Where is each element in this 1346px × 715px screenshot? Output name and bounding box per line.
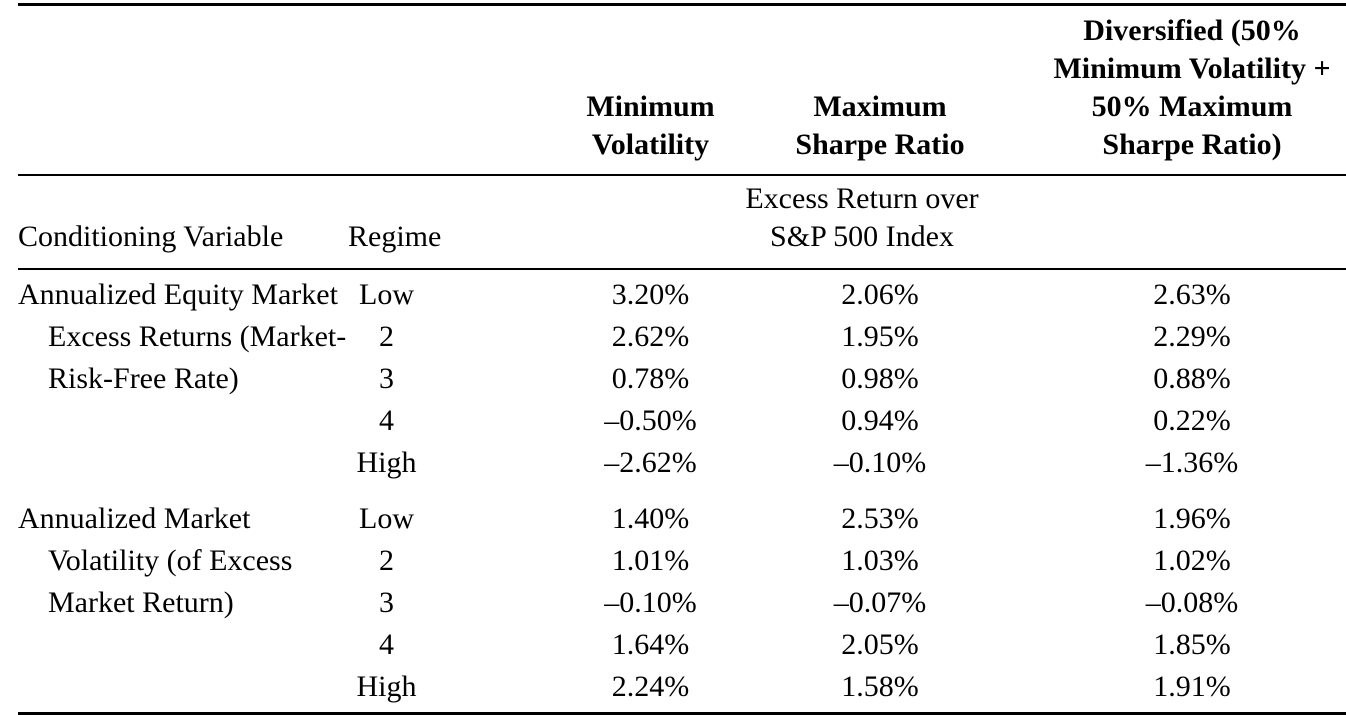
regime-cell: 4 — [379, 628, 394, 661]
diversified-value: 1.91% — [1153, 670, 1231, 703]
conditioning-variable-label: Annualized Equity Market Excess Returns … — [18, 278, 347, 395]
header-spacer-conditioning — [18, 4, 348, 176]
diversified-value: 0.22% — [1153, 404, 1231, 437]
table-row: 3 0.78% 0.98% 0.88% — [18, 358, 1346, 400]
regime-cell: Low — [359, 502, 414, 535]
table-row: Annualized Equity Market Excess Returns … — [18, 269, 1346, 395]
conditioning-variable-label: Annualized Market Volatility (of Excess … — [18, 502, 293, 619]
table-row: 2 1.01% 1.03% 1.02% — [18, 540, 1346, 582]
max-sharpe-value: 0.94% — [841, 404, 919, 437]
group-equity-excess-returns: Annualized Equity Market Excess Returns … — [18, 269, 1346, 484]
table-row: 2 2.62% 1.95% 2.29% — [18, 316, 1346, 358]
min-vol-value: 1.01% — [611, 544, 690, 577]
regime-cell: 2 — [379, 544, 394, 577]
table-row: High 2.24% 1.58% 1.91% — [18, 666, 1346, 714]
table-row: 4 –0.50% 0.94% 0.22% — [18, 400, 1346, 442]
diversified-value: 2.29% — [1153, 320, 1231, 353]
min-vol-value: –2.62% — [604, 446, 697, 479]
min-vol-value: –0.50% — [604, 404, 697, 437]
table-row: Annualized Market Volatility (of Excess … — [18, 484, 1346, 619]
regime-cell: Low — [359, 278, 414, 311]
min-vol-value: 2.62% — [611, 320, 690, 353]
min-vol-value: 1.64% — [611, 628, 690, 661]
subheader-row: Conditioning Variable Regime Excess Retu… — [18, 175, 1346, 270]
min-vol-value: –0.10% — [604, 586, 697, 619]
max-sharpe-value: 1.58% — [841, 670, 919, 703]
table-row: 4 1.64% 2.05% 1.85% — [18, 624, 1346, 666]
max-sharpe-value: –0.07% — [833, 586, 927, 619]
table-row: High –2.62% –0.10% –1.36% — [18, 442, 1346, 484]
portfolio-header-row: Minimum Volatility Maximum Sharpe Ratio … — [18, 4, 1346, 176]
diversified-value: 0.88% — [1153, 362, 1231, 395]
regime-cell: 2 — [379, 320, 394, 353]
header-diversified: Diversified (50% Minimum Volatility + 50… — [1008, 4, 1346, 176]
header-excess-return-span: Excess Return over S&P 500 Index — [453, 175, 1346, 270]
min-vol-value: 1.40% — [611, 502, 690, 535]
diversified-value: 1.96% — [1153, 502, 1231, 535]
regime-cell: 3 — [379, 362, 394, 395]
max-sharpe-value: 1.03% — [841, 544, 919, 577]
table-row: 3 –0.10% –0.07% –0.08% — [18, 582, 1346, 624]
diversified-value: 1.02% — [1153, 544, 1231, 577]
diversified-value: –1.36% — [1145, 446, 1239, 479]
min-vol-value: 3.20% — [611, 278, 690, 311]
max-sharpe-value: –0.10% — [833, 446, 927, 479]
max-sharpe-value: 1.95% — [841, 320, 919, 353]
max-sharpe-value: 2.05% — [841, 628, 919, 661]
max-sharpe-value: 2.06% — [841, 278, 919, 311]
diversified-value: 1.85% — [1153, 628, 1231, 661]
min-vol-value: 2.24% — [611, 670, 690, 703]
header-regime: Regime — [348, 175, 453, 270]
header-minimum-volatility: Minimum Volatility — [453, 4, 778, 176]
header-maximum-sharpe-ratio: Maximum Sharpe Ratio — [778, 4, 1008, 176]
header-spacer-regime — [348, 4, 453, 176]
diversified-value: 2.63% — [1153, 278, 1231, 311]
group-market-volatility: Annualized Market Volatility (of Excess … — [18, 484, 1346, 714]
max-sharpe-value: 0.98% — [841, 362, 919, 395]
regime-cell: 3 — [379, 586, 394, 619]
min-vol-value: 0.78% — [611, 362, 690, 395]
max-sharpe-value: 2.53% — [841, 502, 919, 535]
regime-cell: High — [356, 446, 417, 479]
regime-performance-table: Minimum Volatility Maximum Sharpe Ratio … — [18, 3, 1346, 715]
diversified-value: –0.08% — [1145, 586, 1239, 619]
regime-cell: 4 — [379, 404, 394, 437]
header-conditioning-variable: Conditioning Variable — [18, 175, 348, 270]
regime-cell: High — [356, 670, 417, 703]
